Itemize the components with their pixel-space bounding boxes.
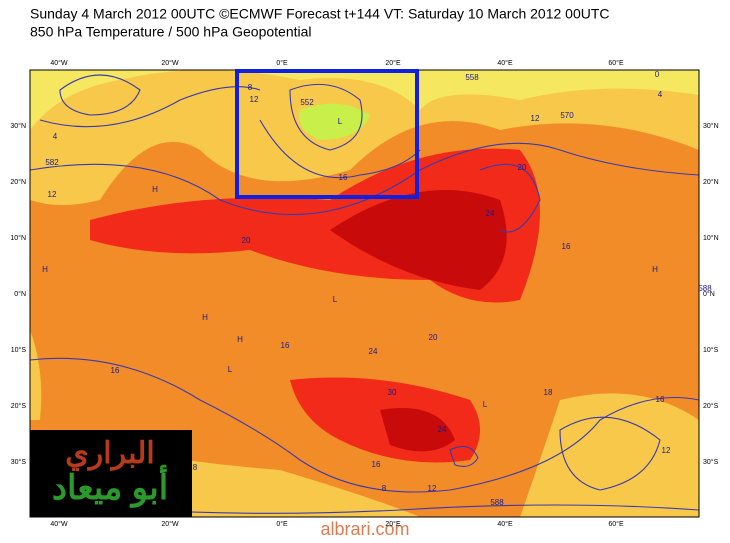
lat-label: 30°S: [703, 458, 719, 466]
contour-label: L: [483, 400, 488, 409]
lon-label: 0°E: [276, 59, 288, 67]
contour-label: 16: [656, 395, 665, 404]
contour-label: H: [202, 313, 208, 322]
contour-label: 12: [428, 484, 437, 493]
contour-label: 8: [382, 484, 387, 493]
contour-label: 24: [486, 209, 495, 218]
lat-label: 20°S: [11, 402, 27, 410]
contour-label: 16: [562, 242, 571, 251]
contour-label: 18: [544, 388, 553, 397]
lat-label: 10°N: [10, 234, 26, 242]
contour-label: 4: [53, 132, 58, 141]
contour-label: 16: [339, 173, 348, 182]
lon-label: 20°E: [385, 59, 401, 67]
lon-label: 40°W: [50, 59, 68, 67]
contour-label: 20: [429, 333, 438, 342]
contour-label: L: [333, 295, 338, 304]
contour-label: 12: [531, 114, 540, 123]
contour-label: 30: [388, 388, 397, 397]
highlight-box: [235, 69, 419, 199]
contour-label: L: [338, 117, 343, 126]
lat-label: 10°S: [703, 346, 719, 354]
contour-label: H: [42, 265, 48, 274]
contour-label: 16: [372, 460, 381, 469]
lon-label: 60°E: [608, 59, 624, 67]
contour-label: 24: [438, 425, 447, 434]
logo-bottom: أبو ميعاد: [52, 465, 168, 508]
lon-label: 20°W: [161, 59, 179, 67]
contour-label: 24: [369, 347, 378, 356]
logo-top: البراري: [65, 437, 154, 471]
contour-label: 0: [655, 70, 660, 79]
contour-label: 20: [242, 236, 251, 245]
lon-label: 20°E: [385, 520, 401, 528]
contour-label: 8: [248, 83, 253, 92]
contour-label: H: [152, 185, 158, 194]
contour-label: H: [652, 265, 658, 274]
contour-label: 16: [281, 341, 290, 350]
lat-label: 10°N: [703, 234, 719, 242]
watermark: albrari.com: [320, 519, 409, 538]
contour-label: 552: [300, 98, 314, 107]
header-line2: 850 hPa Temperature / 500 hPa Geopotenti…: [30, 24, 312, 40]
lat-label: 30°N: [10, 122, 26, 130]
contour-label: 588: [490, 498, 504, 507]
lon-label: 40°E: [497, 59, 513, 67]
lat-label: 20°S: [703, 402, 719, 410]
lat-label: 20°N: [10, 178, 26, 186]
contour-label: 558: [465, 73, 479, 82]
contour-label: L: [228, 365, 233, 374]
contour-label: H: [237, 335, 243, 344]
contour-label: 8: [193, 463, 198, 472]
contour-label: 12: [250, 95, 259, 104]
logo-box: [30, 430, 192, 517]
lat-label: 0°N: [14, 290, 26, 298]
contour-label: 12: [48, 190, 57, 199]
lon-label: 0°E: [276, 520, 288, 528]
contour-label: 16: [111, 366, 120, 375]
contour-label: 20: [518, 163, 527, 172]
lat-label: 30°S: [11, 458, 27, 466]
lat-label: 30°N: [703, 122, 719, 130]
lat-label: 20°N: [703, 178, 719, 186]
header-line1: Sunday 4 March 2012 00UTC ©ECMWF Forecas…: [30, 6, 610, 22]
lon-label: 20°W: [161, 520, 179, 528]
contour-label: 570: [560, 111, 574, 120]
lat-label: 10°S: [11, 346, 27, 354]
contour-label: 582: [45, 158, 59, 167]
lon-label: 40°E: [497, 520, 513, 528]
lon-label: 60°E: [608, 520, 624, 528]
contour-label: 588: [698, 284, 712, 293]
contour-label: 12: [662, 446, 671, 455]
lat-label: 0°N: [703, 290, 715, 298]
lon-label: 40°W: [50, 520, 68, 528]
contour-label: 4: [658, 90, 663, 99]
